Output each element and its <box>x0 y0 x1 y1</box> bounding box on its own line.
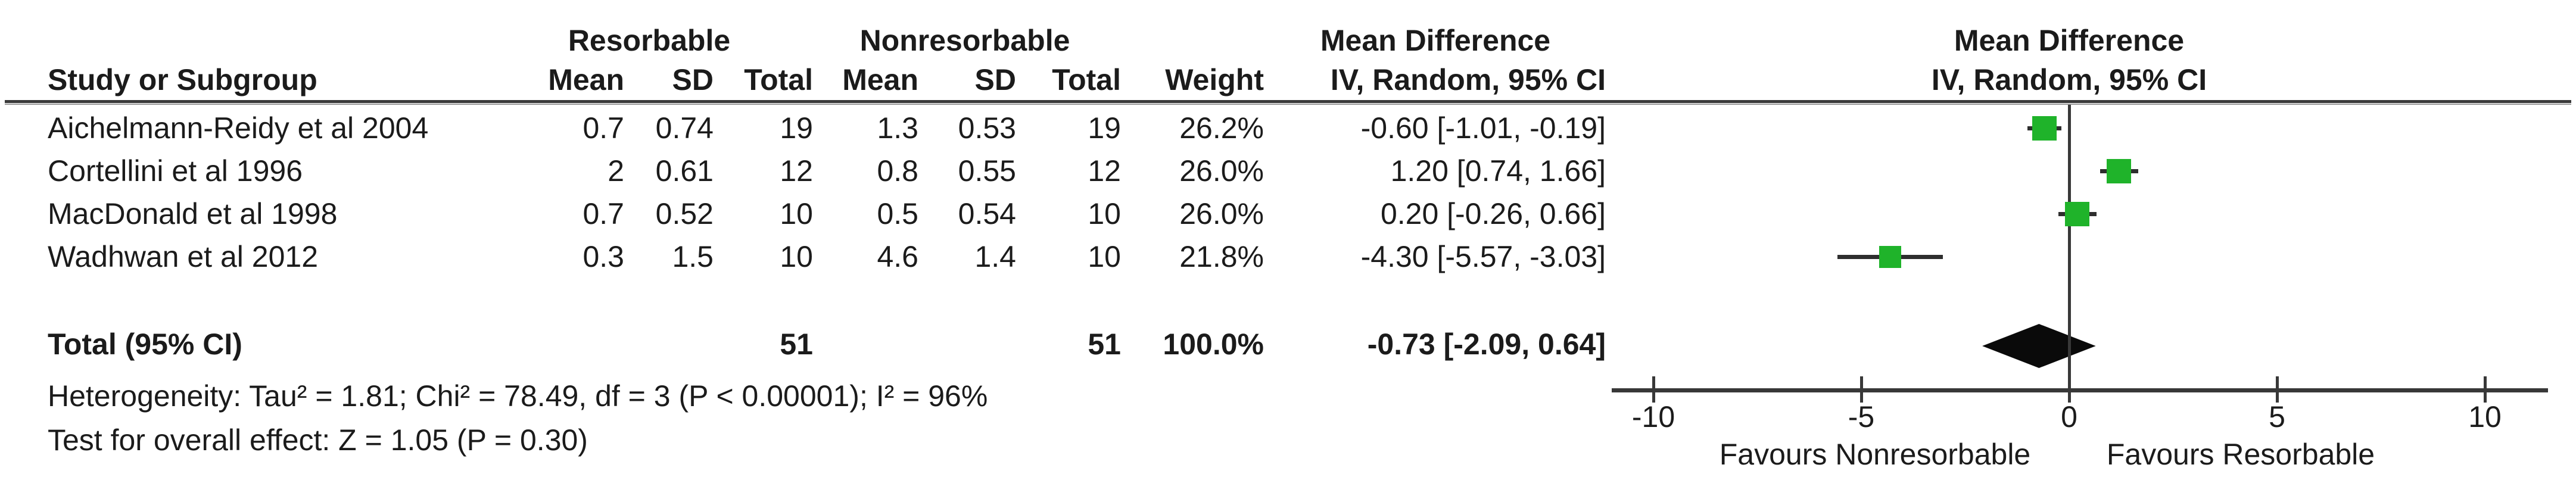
nonres-mean-cell: 0.8 <box>877 154 918 188</box>
res-sd-header: SD <box>672 63 714 96</box>
mean-difference-plot-header: Mean Difference <box>1954 24 2185 57</box>
effect-square <box>2065 201 2090 226</box>
res-sd-cell: 0.52 <box>655 197 714 230</box>
nonres-mean-cell: 1.3 <box>877 111 918 145</box>
total-nonres-n: 51 <box>1088 328 1121 361</box>
res-mean-cell: 0.3 <box>583 240 624 273</box>
weight-cell: 26.2% <box>1179 111 1264 145</box>
axis-tick <box>1652 376 1655 403</box>
mean-difference-column-header: Mean Difference <box>1320 24 1551 57</box>
total-row-label: Total (95% CI) <box>48 328 242 361</box>
axis-tick-label: -5 <box>1848 400 1875 434</box>
overall-effect-note: Test for overall effect: Z = 1.05 (P = 0… <box>48 423 588 457</box>
res-total-cell: 19 <box>780 111 813 145</box>
study-column-header: Study or Subgroup <box>48 63 317 96</box>
ci-text-cell: -0.60 [-1.01, -0.19] <box>1360 111 1606 145</box>
res-mean-cell: 0.7 <box>583 197 624 230</box>
total-res-n: 51 <box>780 328 813 361</box>
ci-text-cell: 0.20 [-0.26, 0.66] <box>1380 197 1606 230</box>
effect-square <box>1879 245 1902 268</box>
axis-tick-label: -10 <box>1631 400 1675 434</box>
axis-tick-label: 5 <box>2269 400 2285 434</box>
zero-line <box>2067 105 2071 392</box>
total-ci-text: -0.73 [-2.09, 0.64] <box>1367 328 1606 361</box>
nonresorbable-group-header: Nonresorbable <box>859 24 1070 57</box>
res-mean-cell: 0.7 <box>583 111 624 145</box>
study-name: Wadhwan et al 2012 <box>48 240 319 273</box>
nonres-sd-header: SD <box>974 63 1016 96</box>
nonres-total-cell: 10 <box>1088 240 1121 273</box>
res-total-cell: 10 <box>780 240 813 273</box>
study-name: Cortellini et al 1996 <box>48 154 303 188</box>
axis-tick-label: 10 <box>2468 400 2502 434</box>
favours-left-label: Favours Nonresorbable <box>1719 438 2031 471</box>
study-name: MacDonald et al 1998 <box>48 197 338 230</box>
effect-square <box>2032 116 2057 141</box>
ci-plot-header: IV, Random, 95% CI <box>1931 63 2207 96</box>
res-mean-cell: 2 <box>608 154 624 188</box>
axis-tick-label: 0 <box>2061 400 2077 434</box>
x-axis-line <box>1612 388 2548 392</box>
nonres-sd-cell: 1.4 <box>974 240 1016 273</box>
nonres-mean-cell: 4.6 <box>877 240 918 273</box>
study-name: Aichelmann-Reidy et al 2004 <box>48 111 429 145</box>
total-diamond <box>1982 324 2096 368</box>
weight-cell: 26.0% <box>1179 197 1264 230</box>
nonres-mean-cell: 0.5 <box>877 197 918 230</box>
nonres-total-cell: 10 <box>1088 197 1121 230</box>
nonres-sd-cell: 0.55 <box>958 154 1016 188</box>
ci-text-cell: -4.30 [-5.57, -3.03] <box>1360 240 1606 273</box>
header-divider-line <box>5 100 2571 105</box>
res-sd-cell: 0.61 <box>655 154 714 188</box>
res-sd-cell: 0.74 <box>655 111 714 145</box>
heterogeneity-note: Heterogeneity: Tau² = 1.81; Chi² = 78.49… <box>48 379 988 413</box>
axis-tick <box>2275 376 2279 403</box>
ci-column-header: IV, Random, 95% CI <box>1330 63 1606 96</box>
axis-tick <box>1859 376 1863 403</box>
ci-text-cell: 1.20 [0.74, 1.66] <box>1390 154 1606 188</box>
weight-cell: 26.0% <box>1179 154 1264 188</box>
axis-tick <box>2483 376 2487 403</box>
res-mean-header: Mean <box>548 63 624 96</box>
total-weight: 100.0% <box>1163 328 1264 361</box>
res-total-cell: 10 <box>780 197 813 230</box>
weight-cell: 21.8% <box>1179 240 1264 273</box>
res-total-cell: 12 <box>780 154 813 188</box>
nonres-sd-cell: 0.54 <box>958 197 1016 230</box>
nonres-total-cell: 19 <box>1088 111 1121 145</box>
resorbable-group-header: Resorbable <box>568 24 731 57</box>
nonres-total-cell: 12 <box>1088 154 1121 188</box>
weight-header: Weight <box>1165 63 1264 96</box>
effect-square <box>2107 158 2132 183</box>
favours-right-label: Favours Resorbable <box>2106 438 2375 471</box>
res-sd-cell: 1.5 <box>672 240 714 273</box>
nonres-mean-header: Mean <box>842 63 918 96</box>
res-total-header: Total <box>744 63 813 96</box>
nonres-sd-cell: 0.53 <box>958 111 1016 145</box>
nonres-total-header: Total <box>1052 63 1121 96</box>
